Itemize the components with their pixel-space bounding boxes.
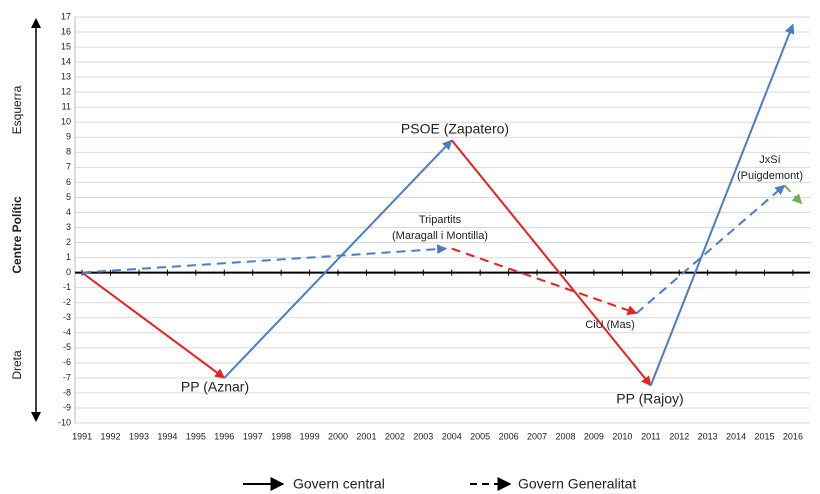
annotation: PP (Aznar) (181, 379, 249, 395)
y-tick-label: -4 (63, 327, 71, 337)
x-tick-label: 2000 (328, 431, 348, 441)
y-tick-label: -9 (63, 402, 71, 412)
segment (81, 271, 226, 379)
x-tick-label: 2003 (413, 431, 433, 441)
segment (223, 139, 453, 379)
y-tick-label: 11 (62, 102, 71, 112)
x-tick-label: 2007 (527, 431, 547, 441)
y-tick-label: 0 (66, 267, 71, 277)
x-tick-label: 1998 (271, 431, 291, 441)
x-tick-label: 2004 (442, 431, 462, 441)
annotation: PSOE (Zapatero) (401, 121, 509, 137)
segment (635, 184, 786, 314)
x-tick-label: 2012 (669, 431, 689, 441)
y-tick-label: 2 (66, 237, 71, 247)
y-tick-label: 17 (61, 11, 71, 21)
segment (451, 247, 638, 315)
annotation: CiU (Mas) (585, 319, 635, 331)
x-tick-label: 1992 (101, 431, 121, 441)
x-tick-label: 2008 (555, 431, 575, 441)
x-tick-label: 2011 (641, 431, 660, 441)
y-tick-label: 3 (66, 222, 71, 232)
side-label: Esquerra (10, 85, 24, 134)
x-tick-label: 2016 (783, 431, 803, 441)
segment (783, 184, 803, 205)
y-tick-label: -2 (63, 297, 71, 307)
annotation: Tripartits (419, 214, 462, 226)
y-tick-label: 4 (66, 207, 71, 217)
x-tick-label: 1996 (214, 431, 234, 441)
x-tick-label: 2014 (726, 431, 746, 441)
y-tick-label: 1 (66, 252, 71, 262)
x-tick-label: 1991 (72, 431, 92, 441)
y-tick-label: 6 (66, 177, 71, 187)
x-tick-label: 1999 (300, 431, 320, 441)
x-tick-label: 1993 (129, 431, 149, 441)
y-tick-label: -1 (63, 282, 71, 292)
segment (82, 244, 448, 274)
segment (649, 23, 795, 386)
x-tick-label: 2005 (470, 431, 490, 441)
side-label: Dreta (10, 350, 24, 380)
y-tick-label: 13 (61, 72, 71, 82)
y-tick-label: 5 (66, 192, 71, 202)
x-tick-label: 2013 (698, 431, 718, 441)
y-tick-label: 9 (66, 132, 71, 142)
side-label: Centre Polític (10, 196, 24, 274)
x-tick-label: 1997 (243, 431, 263, 441)
y-tick-label: 7 (66, 162, 71, 172)
annotation: (Maragall i Montilla) (392, 230, 488, 242)
x-tick-label: 2006 (499, 431, 519, 441)
y-tick-label: -3 (63, 312, 71, 322)
y-tick-label: 10 (61, 117, 71, 127)
y-tick-label: 15 (61, 41, 71, 51)
annotation: (Puigdemont) (737, 170, 803, 182)
y-tick-label: -6 (63, 357, 71, 367)
x-tick-label: 2001 (356, 431, 376, 441)
annotation: PP (Rajoy) (616, 391, 683, 407)
y-tick-label: 8 (66, 147, 71, 157)
legend-label: Govern central (293, 476, 385, 492)
legend-label: Govern Generalitat (518, 476, 636, 492)
y-tick-label: 16 (61, 26, 71, 36)
y-tick-label: 12 (61, 87, 71, 97)
y-tick-label: -10 (58, 417, 71, 427)
x-tick-label: 2015 (754, 431, 774, 441)
y-tick-label: -8 (63, 387, 71, 397)
y-tick-label: 14 (61, 56, 71, 66)
x-tick-label: 1995 (186, 431, 206, 441)
x-tick-label: 2009 (584, 431, 604, 441)
x-tick-label: 2002 (385, 431, 405, 441)
y-tick-label: -7 (63, 372, 71, 382)
annotation: JxSí (759, 154, 780, 166)
x-tick-label: 1994 (157, 431, 177, 441)
x-tick-label: 2010 (612, 431, 632, 441)
y-tick-label: -5 (63, 342, 71, 352)
segment (450, 139, 652, 387)
